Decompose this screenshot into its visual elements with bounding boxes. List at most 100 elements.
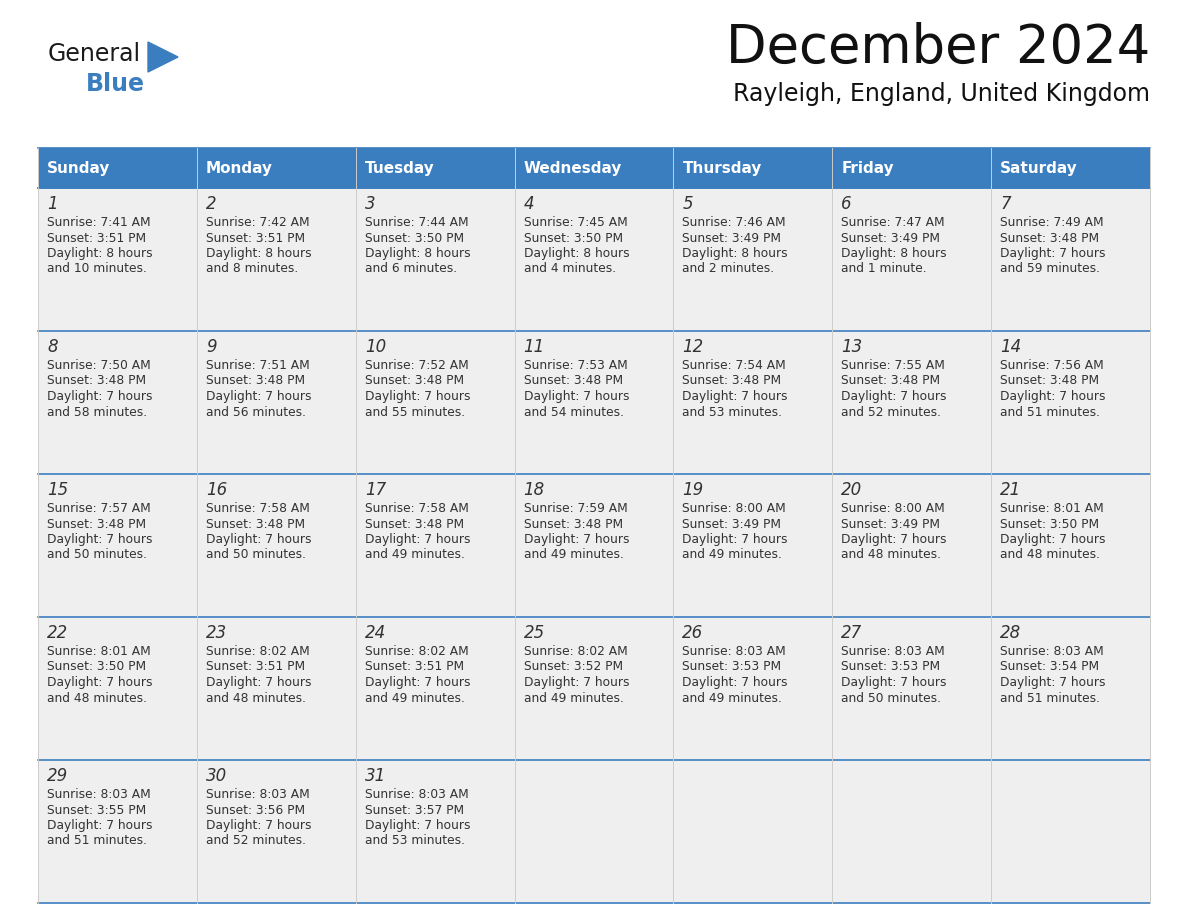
Text: Sunset: 3:48 PM: Sunset: 3:48 PM xyxy=(48,375,146,387)
Text: Daylight: 7 hours: Daylight: 7 hours xyxy=(48,390,152,403)
Text: and 50 minutes.: and 50 minutes. xyxy=(841,691,941,704)
Text: and 49 minutes.: and 49 minutes. xyxy=(524,691,624,704)
Text: and 51 minutes.: and 51 minutes. xyxy=(1000,406,1100,419)
Text: Sunset: 3:51 PM: Sunset: 3:51 PM xyxy=(206,231,305,244)
Text: and 53 minutes.: and 53 minutes. xyxy=(682,406,783,419)
Text: 20: 20 xyxy=(841,481,862,499)
Text: Daylight: 7 hours: Daylight: 7 hours xyxy=(524,676,630,689)
Text: Sunrise: 7:53 AM: Sunrise: 7:53 AM xyxy=(524,359,627,372)
Text: Sunrise: 8:03 AM: Sunrise: 8:03 AM xyxy=(206,788,310,801)
Text: 7: 7 xyxy=(1000,195,1011,213)
Text: Sunrise: 7:42 AM: Sunrise: 7:42 AM xyxy=(206,216,310,229)
Text: Sunrise: 7:45 AM: Sunrise: 7:45 AM xyxy=(524,216,627,229)
Text: Sunset: 3:50 PM: Sunset: 3:50 PM xyxy=(1000,518,1099,531)
Text: and 2 minutes.: and 2 minutes. xyxy=(682,263,775,275)
Text: Sunrise: 7:41 AM: Sunrise: 7:41 AM xyxy=(48,216,151,229)
Text: Friday: Friday xyxy=(841,161,893,175)
Text: Sunrise: 8:02 AM: Sunrise: 8:02 AM xyxy=(365,645,468,658)
Text: Daylight: 7 hours: Daylight: 7 hours xyxy=(682,390,788,403)
Text: Sunrise: 7:55 AM: Sunrise: 7:55 AM xyxy=(841,359,946,372)
Text: Sunset: 3:49 PM: Sunset: 3:49 PM xyxy=(682,518,782,531)
Text: Thursday: Thursday xyxy=(682,161,762,175)
Text: Sunset: 3:50 PM: Sunset: 3:50 PM xyxy=(48,660,146,674)
Text: and 55 minutes.: and 55 minutes. xyxy=(365,406,465,419)
Text: Sunrise: 8:02 AM: Sunrise: 8:02 AM xyxy=(524,645,627,658)
Text: Sunset: 3:51 PM: Sunset: 3:51 PM xyxy=(206,660,305,674)
Text: Daylight: 7 hours: Daylight: 7 hours xyxy=(1000,676,1106,689)
Text: Sunrise: 8:02 AM: Sunrise: 8:02 AM xyxy=(206,645,310,658)
Text: and 10 minutes.: and 10 minutes. xyxy=(48,263,147,275)
Text: 25: 25 xyxy=(524,624,545,642)
Text: and 58 minutes.: and 58 minutes. xyxy=(48,406,147,419)
Text: and 6 minutes.: and 6 minutes. xyxy=(365,263,457,275)
Text: Sunrise: 7:59 AM: Sunrise: 7:59 AM xyxy=(524,502,627,515)
Text: Blue: Blue xyxy=(86,72,145,96)
Text: Sunrise: 7:49 AM: Sunrise: 7:49 AM xyxy=(1000,216,1104,229)
Text: 10: 10 xyxy=(365,338,386,356)
Text: Sunset: 3:48 PM: Sunset: 3:48 PM xyxy=(524,518,623,531)
Text: Sunrise: 7:58 AM: Sunrise: 7:58 AM xyxy=(206,502,310,515)
Text: Sunrise: 7:52 AM: Sunrise: 7:52 AM xyxy=(365,359,468,372)
Text: 4: 4 xyxy=(524,195,535,213)
Text: Sunrise: 8:03 AM: Sunrise: 8:03 AM xyxy=(48,788,151,801)
Text: Sunset: 3:48 PM: Sunset: 3:48 PM xyxy=(1000,231,1099,244)
Text: and 49 minutes.: and 49 minutes. xyxy=(365,691,465,704)
Text: 8: 8 xyxy=(48,338,58,356)
Bar xyxy=(38,331,1150,474)
Text: 27: 27 xyxy=(841,624,862,642)
Text: Daylight: 7 hours: Daylight: 7 hours xyxy=(524,390,630,403)
Text: 23: 23 xyxy=(206,624,227,642)
Text: and 49 minutes.: and 49 minutes. xyxy=(365,548,465,562)
Text: 13: 13 xyxy=(841,338,862,356)
Bar xyxy=(38,617,1150,760)
Text: Daylight: 7 hours: Daylight: 7 hours xyxy=(365,676,470,689)
Text: Sunrise: 8:01 AM: Sunrise: 8:01 AM xyxy=(1000,502,1104,515)
Text: December 2024: December 2024 xyxy=(726,22,1150,74)
Text: 6: 6 xyxy=(841,195,852,213)
Bar xyxy=(38,474,1150,617)
Text: and 52 minutes.: and 52 minutes. xyxy=(206,834,305,847)
Text: Sunset: 3:48 PM: Sunset: 3:48 PM xyxy=(48,518,146,531)
Text: and 8 minutes.: and 8 minutes. xyxy=(206,263,298,275)
Text: Daylight: 7 hours: Daylight: 7 hours xyxy=(365,533,470,546)
Text: 22: 22 xyxy=(48,624,68,642)
Text: Saturday: Saturday xyxy=(1000,161,1078,175)
Text: Daylight: 7 hours: Daylight: 7 hours xyxy=(206,390,311,403)
Text: Sunset: 3:54 PM: Sunset: 3:54 PM xyxy=(1000,660,1099,674)
Text: 14: 14 xyxy=(1000,338,1022,356)
Text: Sunset: 3:48 PM: Sunset: 3:48 PM xyxy=(841,375,941,387)
Text: Sunrise: 7:57 AM: Sunrise: 7:57 AM xyxy=(48,502,151,515)
Text: and 1 minute.: and 1 minute. xyxy=(841,263,927,275)
Text: Daylight: 7 hours: Daylight: 7 hours xyxy=(48,676,152,689)
Text: Rayleigh, England, United Kingdom: Rayleigh, England, United Kingdom xyxy=(733,82,1150,106)
Text: Sunrise: 8:03 AM: Sunrise: 8:03 AM xyxy=(841,645,944,658)
Text: and 54 minutes.: and 54 minutes. xyxy=(524,406,624,419)
Text: and 4 minutes.: and 4 minutes. xyxy=(524,263,615,275)
Text: 2: 2 xyxy=(206,195,216,213)
Text: 28: 28 xyxy=(1000,624,1022,642)
Text: 19: 19 xyxy=(682,481,703,499)
Text: Sunset: 3:49 PM: Sunset: 3:49 PM xyxy=(682,231,782,244)
Text: Daylight: 7 hours: Daylight: 7 hours xyxy=(1000,247,1106,260)
Text: Sunrise: 7:54 AM: Sunrise: 7:54 AM xyxy=(682,359,786,372)
Text: 24: 24 xyxy=(365,624,386,642)
Text: Daylight: 7 hours: Daylight: 7 hours xyxy=(1000,533,1106,546)
Text: Daylight: 8 hours: Daylight: 8 hours xyxy=(48,247,152,260)
Text: 30: 30 xyxy=(206,767,227,785)
Text: 18: 18 xyxy=(524,481,545,499)
Text: Sunrise: 8:00 AM: Sunrise: 8:00 AM xyxy=(841,502,944,515)
Text: Sunset: 3:56 PM: Sunset: 3:56 PM xyxy=(206,803,305,816)
Text: Sunrise: 7:56 AM: Sunrise: 7:56 AM xyxy=(1000,359,1104,372)
Text: Daylight: 8 hours: Daylight: 8 hours xyxy=(841,247,947,260)
Text: Sunset: 3:51 PM: Sunset: 3:51 PM xyxy=(365,660,463,674)
Text: Daylight: 8 hours: Daylight: 8 hours xyxy=(682,247,788,260)
Text: Daylight: 8 hours: Daylight: 8 hours xyxy=(524,247,630,260)
Text: Sunrise: 7:44 AM: Sunrise: 7:44 AM xyxy=(365,216,468,229)
Text: Sunset: 3:50 PM: Sunset: 3:50 PM xyxy=(524,231,623,244)
Text: Daylight: 7 hours: Daylight: 7 hours xyxy=(365,819,470,832)
Text: Sunset: 3:53 PM: Sunset: 3:53 PM xyxy=(682,660,782,674)
Text: General: General xyxy=(48,42,141,66)
Text: Sunset: 3:48 PM: Sunset: 3:48 PM xyxy=(524,375,623,387)
Text: Daylight: 7 hours: Daylight: 7 hours xyxy=(682,533,788,546)
Text: Wednesday: Wednesday xyxy=(524,161,623,175)
